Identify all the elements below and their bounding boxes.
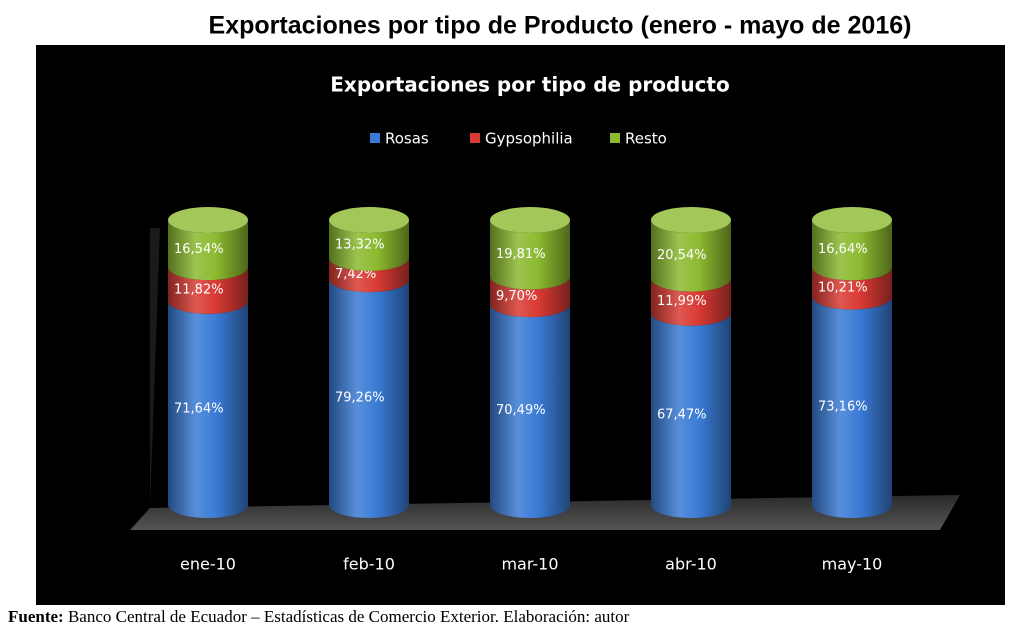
legend-label: Rosas bbox=[385, 130, 429, 148]
source: Fuente: Banco Central de Ecuador – Estad… bbox=[8, 607, 630, 626]
cylinder-segment bbox=[812, 220, 893, 281]
value-label: 19,81% bbox=[496, 247, 546, 262]
cylinder-segment bbox=[651, 220, 731, 292]
legend-label: Gypsophilia bbox=[485, 130, 573, 148]
cylinder-segment bbox=[651, 278, 731, 326]
value-label: 10,21% bbox=[818, 280, 868, 295]
cylinder-segment bbox=[490, 220, 570, 290]
legend-label: Resto bbox=[625, 130, 667, 148]
cylinder-cap bbox=[651, 207, 731, 234]
cylinder-segment bbox=[490, 276, 570, 318]
cylinder-segment bbox=[812, 296, 893, 518]
value-label: 20,54% bbox=[657, 248, 707, 263]
value-label: 11,99% bbox=[657, 294, 707, 309]
x-tick-label: mar-10 bbox=[501, 555, 558, 574]
value-label: 73,16% bbox=[818, 399, 868, 414]
cylinder-cap bbox=[490, 207, 570, 234]
cylinder-segment bbox=[651, 312, 731, 518]
x-tick-label: ene-10 bbox=[180, 555, 236, 574]
cylinder-segment bbox=[168, 220, 248, 281]
chart-title: Exportaciones por tipo de producto bbox=[330, 73, 729, 97]
source-text: Banco Central de Ecuador – Estadísticas … bbox=[68, 607, 630, 626]
legend-swatch bbox=[470, 133, 480, 143]
value-label: 67,47% bbox=[657, 407, 707, 422]
legend-swatch bbox=[370, 133, 380, 143]
cylinder-segment bbox=[329, 257, 409, 293]
source-label: Fuente: bbox=[8, 607, 64, 626]
value-label: 79,26% bbox=[335, 391, 385, 406]
value-label: 9,70% bbox=[496, 289, 537, 304]
cylinder-cap bbox=[329, 207, 409, 234]
value-label: 11,82% bbox=[174, 283, 224, 298]
x-tick-label: feb-10 bbox=[343, 555, 395, 574]
cylinder-segment bbox=[812, 267, 893, 310]
value-label: 71,64% bbox=[174, 401, 224, 416]
value-label: 13,32% bbox=[335, 238, 385, 253]
x-tick-label: abr-10 bbox=[665, 555, 717, 574]
cylinder-segment bbox=[168, 267, 248, 314]
x-tick-label: may-10 bbox=[822, 555, 883, 574]
cylinder-segment bbox=[329, 279, 409, 518]
value-label: 16,54% bbox=[174, 242, 224, 257]
value-label: 16,64% bbox=[818, 242, 868, 257]
cylinder-segment bbox=[490, 304, 570, 518]
page-title: Exportaciones por tipo de Producto (ener… bbox=[209, 12, 912, 40]
cylinder-cap bbox=[812, 207, 892, 233]
cylinder-cap bbox=[168, 207, 248, 234]
legend-swatch bbox=[610, 133, 620, 143]
cylinder-segment bbox=[329, 220, 409, 271]
cylinder-segment bbox=[168, 300, 248, 518]
wall bbox=[150, 228, 160, 508]
value-label: 70,49% bbox=[496, 403, 546, 418]
